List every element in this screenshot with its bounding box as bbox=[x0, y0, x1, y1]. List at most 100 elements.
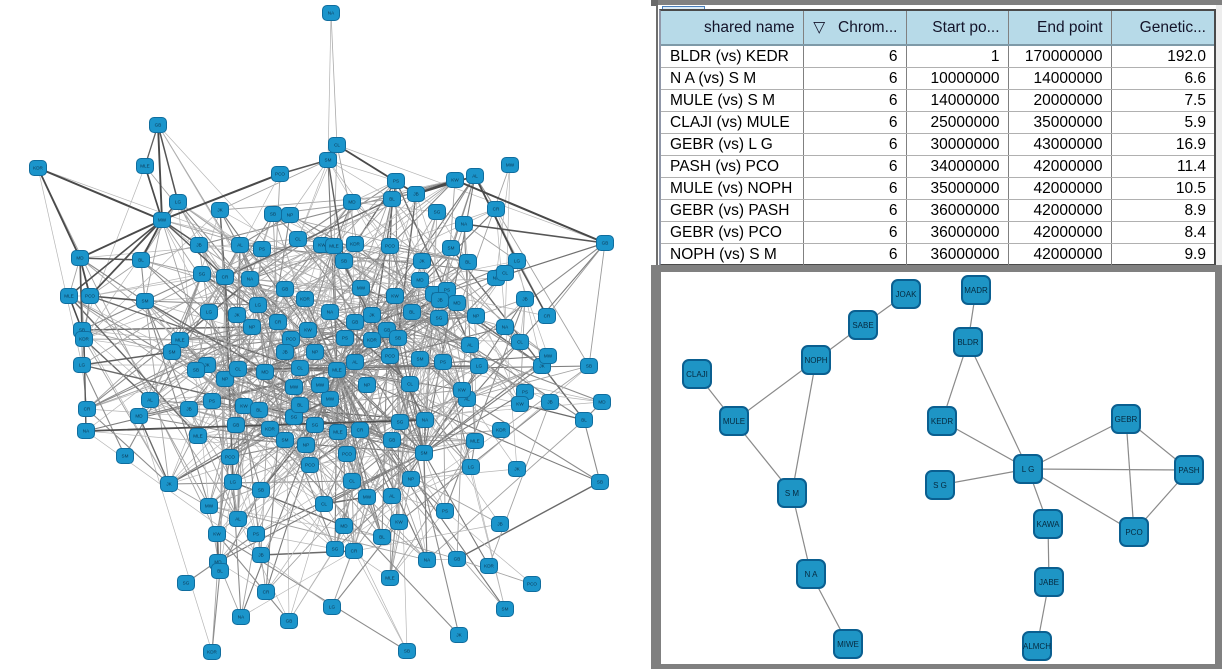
svg-text:CLAJI: CLAJI bbox=[686, 370, 708, 379]
svg-text:AL: AL bbox=[237, 243, 243, 248]
svg-text:LG: LG bbox=[79, 363, 86, 368]
svg-text:NP: NP bbox=[249, 325, 255, 330]
svg-text:MLE: MLE bbox=[333, 430, 342, 435]
svg-text:SB: SB bbox=[404, 649, 410, 654]
svg-text:LG: LG bbox=[514, 259, 521, 264]
svg-text:MLE: MLE bbox=[329, 244, 338, 249]
svg-text:S M: S M bbox=[785, 489, 800, 498]
svg-text:GB: GB bbox=[602, 241, 609, 246]
svg-text:SB: SB bbox=[586, 364, 592, 369]
svg-text:MD: MD bbox=[214, 560, 222, 565]
svg-text:CR: CR bbox=[351, 549, 358, 554]
svg-text:PS: PS bbox=[259, 247, 265, 252]
svg-text:GB: GB bbox=[454, 557, 461, 562]
svg-text:LG: LG bbox=[206, 310, 213, 315]
svg-text:L G: L G bbox=[1022, 465, 1035, 474]
svg-text:SM: SM bbox=[169, 350, 176, 355]
svg-text:GB: GB bbox=[389, 438, 396, 443]
svg-text:LG: LG bbox=[468, 465, 475, 470]
svg-text:NP: NP bbox=[303, 443, 309, 448]
svg-text:SB: SB bbox=[597, 480, 603, 485]
svg-text:SG: SG bbox=[291, 415, 298, 420]
svg-text:CR: CR bbox=[275, 320, 282, 325]
svg-text:CL: CL bbox=[334, 143, 340, 148]
svg-text:NP: NP bbox=[473, 314, 479, 319]
svg-text:JB: JB bbox=[282, 350, 287, 355]
svg-text:NA: NA bbox=[327, 310, 334, 315]
svg-text:MLE: MLE bbox=[470, 439, 479, 444]
svg-text:JB: JB bbox=[522, 297, 527, 302]
svg-text:GB: GB bbox=[155, 123, 162, 128]
svg-text:CL: CL bbox=[297, 366, 303, 371]
svg-text:JK: JK bbox=[369, 313, 375, 318]
svg-text:PCO: PCO bbox=[1125, 528, 1142, 537]
svg-text:S G: S G bbox=[933, 481, 947, 490]
svg-text:CL: CL bbox=[407, 382, 413, 387]
svg-text:LG: LG bbox=[329, 605, 336, 610]
svg-text:PCO: PCO bbox=[305, 463, 315, 468]
svg-text:PS: PS bbox=[342, 336, 348, 341]
svg-text:JK: JK bbox=[204, 363, 210, 368]
svg-text:LG: LG bbox=[175, 200, 182, 205]
svg-text:JK: JK bbox=[419, 259, 425, 264]
svg-text:GB: GB bbox=[233, 423, 240, 428]
svg-text:BL: BL bbox=[409, 310, 415, 315]
svg-text:KDR: KDR bbox=[265, 427, 275, 432]
svg-text:MD: MD bbox=[340, 524, 348, 529]
svg-text:N A: N A bbox=[805, 570, 819, 579]
svg-text:CL: CL bbox=[502, 271, 508, 276]
svg-text:CR: CR bbox=[357, 428, 364, 433]
svg-text:GB: GB bbox=[384, 328, 391, 333]
svg-text:SG: SG bbox=[332, 547, 339, 552]
svg-text:SM: SM bbox=[448, 246, 455, 251]
svg-text:KAWA: KAWA bbox=[1037, 520, 1061, 529]
svg-text:LG: LG bbox=[255, 303, 262, 308]
svg-text:SM: SM bbox=[122, 454, 129, 459]
svg-text:KW: KW bbox=[458, 388, 466, 393]
svg-text:GB: GB bbox=[282, 287, 289, 292]
svg-text:MULE: MULE bbox=[723, 417, 745, 426]
svg-text:BL: BL bbox=[465, 260, 471, 265]
svg-text:KW: KW bbox=[240, 404, 248, 409]
svg-text:MW: MW bbox=[544, 354, 553, 359]
svg-text:AL: AL bbox=[235, 517, 241, 522]
svg-text:MLE: MLE bbox=[64, 294, 73, 299]
svg-text:SG: SG bbox=[312, 423, 319, 428]
svg-text:PS: PS bbox=[444, 288, 450, 293]
svg-text:CR: CR bbox=[263, 590, 270, 595]
svg-text:MLE: MLE bbox=[193, 434, 202, 439]
svg-text:CL: CL bbox=[235, 367, 241, 372]
svg-text:MLE: MLE bbox=[140, 164, 149, 169]
svg-text:PS: PS bbox=[253, 532, 259, 537]
svg-text:BL: BL bbox=[389, 197, 395, 202]
svg-text:ALMCH: ALMCH bbox=[1023, 642, 1051, 651]
svg-text:NP: NP bbox=[222, 377, 228, 382]
svg-text:MD: MD bbox=[135, 414, 143, 419]
svg-text:JK: JK bbox=[456, 633, 462, 638]
svg-text:JK: JK bbox=[166, 482, 172, 487]
svg-text:JOAK: JOAK bbox=[896, 290, 918, 299]
svg-text:BL: BL bbox=[256, 408, 262, 413]
svg-text:SG: SG bbox=[436, 316, 443, 321]
svg-text:BL: BL bbox=[217, 569, 223, 574]
svg-text:KDR: KDR bbox=[484, 564, 494, 569]
svg-text:NA: NA bbox=[328, 11, 335, 16]
svg-text:KW: KW bbox=[213, 532, 221, 537]
svg-text:SM: SM bbox=[417, 357, 424, 362]
svg-text:MADR: MADR bbox=[964, 286, 988, 295]
svg-text:JB: JB bbox=[258, 553, 263, 558]
svg-text:CL: CL bbox=[517, 340, 523, 345]
svg-text:NA: NA bbox=[461, 222, 468, 227]
svg-text:MIWE: MIWE bbox=[837, 640, 859, 649]
svg-text:MW: MW bbox=[363, 495, 372, 500]
svg-text:GEBR: GEBR bbox=[1115, 415, 1138, 424]
svg-text:GB: GB bbox=[286, 619, 293, 624]
svg-text:GB: GB bbox=[352, 320, 359, 325]
svg-text:KDR: KDR bbox=[367, 338, 377, 343]
svg-text:PCO: PCO bbox=[385, 244, 395, 249]
svg-text:MD: MD bbox=[453, 301, 461, 306]
svg-text:PCO: PCO bbox=[286, 337, 296, 342]
svg-text:SB: SB bbox=[270, 212, 276, 217]
svg-text:CR: CR bbox=[544, 314, 551, 319]
svg-text:MLE: MLE bbox=[175, 338, 184, 343]
